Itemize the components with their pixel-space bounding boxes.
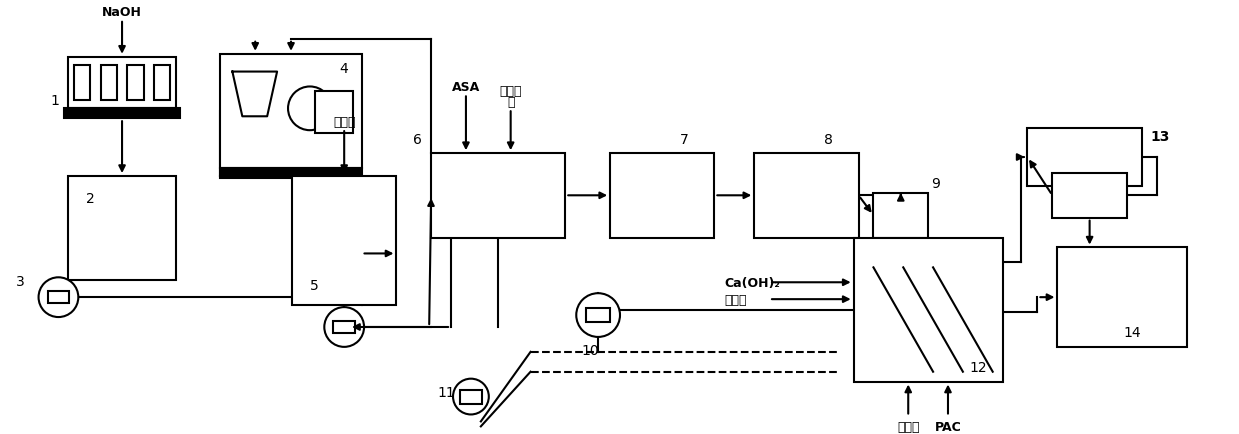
Bar bbox=[64, 109, 180, 119]
Bar bbox=[431, 154, 565, 238]
Circle shape bbox=[287, 87, 332, 131]
Text: 9: 9 bbox=[932, 177, 940, 191]
Text: 杀菌剂: 杀菌剂 bbox=[897, 420, 919, 433]
Bar bbox=[74, 66, 90, 101]
Bar bbox=[128, 66, 144, 101]
Bar bbox=[873, 194, 928, 238]
Text: 杀菌剂: 杀菌剂 bbox=[725, 293, 747, 306]
Circle shape bbox=[325, 307, 364, 347]
Circle shape bbox=[38, 278, 78, 317]
Text: 杀菌剂: 杀菌剂 bbox=[333, 115, 356, 128]
Bar bbox=[1052, 174, 1127, 218]
Bar bbox=[221, 55, 362, 168]
Text: 7: 7 bbox=[680, 133, 689, 147]
Bar bbox=[854, 238, 1002, 382]
Bar bbox=[68, 58, 176, 109]
Circle shape bbox=[318, 101, 348, 131]
Bar bbox=[154, 66, 170, 101]
Bar bbox=[610, 154, 715, 238]
Text: 8: 8 bbox=[824, 133, 833, 147]
Text: 14: 14 bbox=[1123, 325, 1141, 339]
Text: 11: 11 bbox=[437, 385, 455, 399]
Bar bbox=[1027, 129, 1142, 187]
Bar bbox=[586, 309, 610, 322]
Text: 10: 10 bbox=[581, 343, 598, 357]
Text: 5: 5 bbox=[310, 279, 318, 293]
Circle shape bbox=[453, 379, 489, 414]
Polygon shape bbox=[233, 72, 278, 117]
Text: 12: 12 bbox=[969, 360, 986, 374]
Text: 留: 留 bbox=[507, 95, 514, 108]
Text: 3: 3 bbox=[16, 275, 25, 289]
Bar bbox=[221, 168, 362, 178]
Text: 13: 13 bbox=[1150, 130, 1170, 144]
Text: NaOH: NaOH bbox=[102, 7, 142, 20]
Bar bbox=[292, 177, 396, 306]
Circle shape bbox=[576, 293, 620, 337]
Bar bbox=[460, 390, 482, 404]
Bar bbox=[755, 154, 859, 238]
Bar bbox=[1057, 248, 1187, 347]
Text: 4: 4 bbox=[339, 62, 348, 76]
Text: Ca(OH)₂: Ca(OH)₂ bbox=[725, 276, 781, 289]
Text: 6: 6 bbox=[413, 133, 421, 147]
Bar bbox=[47, 292, 69, 303]
Bar bbox=[333, 321, 356, 333]
Text: PAC: PAC bbox=[934, 420, 961, 433]
Bar bbox=[68, 177, 176, 281]
Text: 三元助: 三元助 bbox=[499, 85, 522, 98]
Text: ASA: ASA bbox=[452, 81, 479, 94]
Text: 1: 1 bbox=[50, 94, 59, 108]
Text: 2: 2 bbox=[85, 191, 94, 205]
Bar bbox=[100, 66, 116, 101]
Bar bbox=[315, 92, 353, 134]
